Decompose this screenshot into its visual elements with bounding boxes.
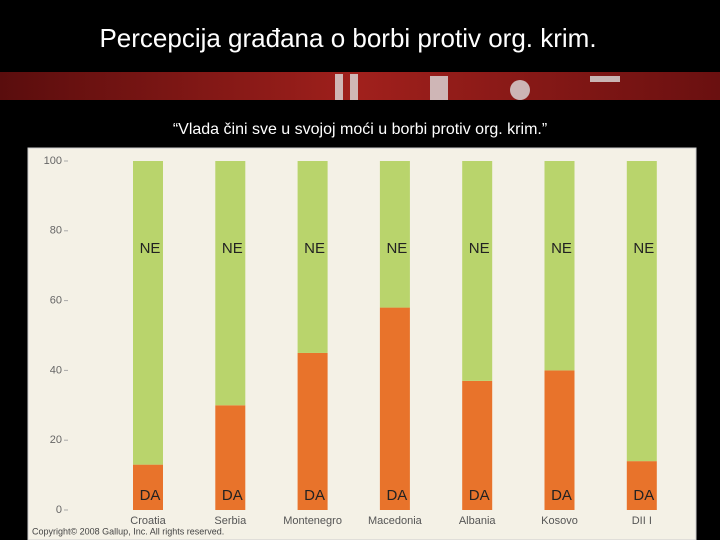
bar-segment [297,161,328,353]
bar-segment [133,464,163,510]
bar-segment [215,161,246,406]
segment-label: DA [222,487,243,504]
bar-segment [626,161,657,462]
segment-label: NE [386,240,407,257]
x-tick-label: Croatia [130,515,166,527]
x-tick-label: Serbia [214,515,247,527]
y-tick-label: 20 [50,434,62,446]
segment-label: NE [140,240,161,257]
segment-label: NE [304,240,325,257]
x-tick-label: Kosovo [541,515,578,527]
bar-segment [379,307,410,510]
x-tick-label: Macedonia [368,515,423,527]
bar-segment [626,461,657,510]
y-tick-label: 0 [56,504,62,516]
y-tick-label: 40 [50,364,62,376]
segment-label: DA [469,487,490,504]
decor-shapes [335,74,620,100]
y-tick-label: 80 [50,225,62,237]
chart-title: Percepcija građana o borbi protiv org. k… [99,23,596,53]
segment-label: DA [551,487,572,504]
source-note: Copyright© 2008 Gallup, Inc. All rights … [32,526,224,536]
segment-label: NE [469,240,490,257]
chart-subtitle: “Vlada čini sve u svojoj moći u borbi pr… [173,121,547,138]
segment-label: DA [633,487,654,504]
segment-label: NE [222,240,243,257]
bar-segment [297,352,328,510]
bar-segment [133,161,163,465]
y-tick-label: 60 [50,295,62,307]
segment-label: NE [551,240,572,257]
segment-label: NE [633,240,654,257]
x-tick-label: Albania [459,515,497,527]
x-tick-label: DII I [632,515,652,527]
bar-segment [379,161,410,308]
bar-segment [544,161,575,371]
x-tick-label: Montenegro [283,515,342,527]
segment-label: DA [140,487,161,504]
y-tick-label: 100 [44,155,62,167]
bar-segment [215,405,246,510]
bar-segment [544,370,575,510]
bar-segment [462,161,493,381]
bar-segment [462,380,493,510]
plot-panel [27,147,697,540]
segment-label: DA [304,487,325,504]
segment-label: DA [386,487,407,504]
